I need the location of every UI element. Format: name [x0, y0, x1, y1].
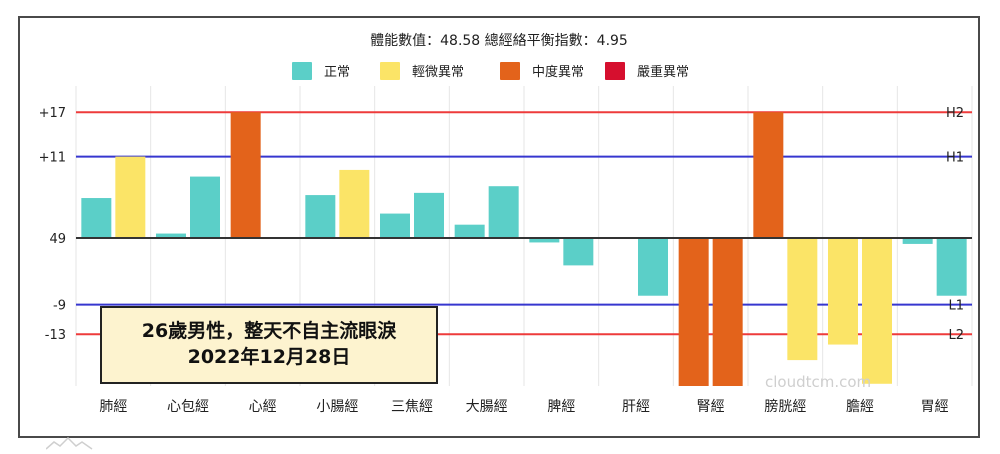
x-axis-ticks: 肺經 心包經 心經 小腸經 三焦經 大腸經 脾經 肝經 腎經 膀胱經 膽經 胃經 — [99, 398, 948, 415]
x-tick-label-7: 肝經 — [622, 399, 650, 415]
chart-svg: 體能數值：48.58 總經絡平衡指數：4.95 正常 輕微異常 中度異常 嚴重異常 H… — [39, 32, 973, 415]
x-tick-label-1: 心包經 — [167, 399, 209, 415]
bar-left-9 — [753, 112, 784, 238]
x-tick-label-4: 三焦經 — [391, 399, 433, 415]
legend-label-1: 輕微異常 — [412, 65, 464, 80]
y-tick-label-3: -9 — [53, 299, 66, 314]
bar-right-8 — [712, 238, 743, 386]
x-tick-label-5: 大腸經 — [466, 399, 508, 415]
reference-label-l1: L1 — [948, 299, 964, 314]
bar-right-5 — [488, 186, 519, 238]
bar-right-4 — [414, 192, 444, 238]
mountain-logo-icon — [46, 436, 93, 450]
bar-right-11 — [936, 238, 967, 296]
reference-lines: H2 H1 L1 L2 — [76, 106, 972, 343]
bar-left-4 — [380, 213, 410, 238]
bar-right-7 — [638, 238, 668, 296]
reference-label-h2: H2 — [946, 106, 964, 121]
bar-right-0 — [115, 156, 146, 238]
bar-left-10 — [828, 238, 858, 345]
reference-label-l2: L2 — [948, 328, 964, 343]
x-tick-label-3: 小腸經 — [316, 399, 358, 415]
reference-label-h1: H1 — [946, 151, 964, 166]
bar-left-11 — [902, 238, 933, 244]
y-tick-label-0: +17 — [39, 106, 66, 121]
legend-swatch-1 — [380, 62, 400, 80]
bar-left-6 — [529, 238, 560, 243]
x-tick-label-2: 心經 — [249, 399, 277, 415]
annotation-line-2: 2022年12月28日 — [187, 346, 351, 368]
bars — [81, 112, 967, 386]
x-tick-label-9: 膀胱經 — [764, 398, 806, 415]
bar-right-9 — [787, 238, 818, 361]
x-tick-label-11: 胃經 — [921, 399, 949, 415]
grid — [75, 86, 973, 386]
bar-left-3 — [305, 195, 336, 238]
y-tick-label-2: 49 — [49, 232, 66, 247]
legend-label-2: 中度異常 — [532, 64, 584, 80]
x-tick-label-10: 膽經 — [846, 398, 874, 415]
chart-frame: 體能數值：48.58 總經絡平衡指數：4.95 正常 輕微異常 中度異常 嚴重異常 H… — [18, 16, 980, 450]
legend-swatch-2 — [500, 62, 520, 80]
bar-right-10 — [862, 238, 892, 384]
legend: 正常 輕微異常 中度異常 嚴重異常 — [292, 62, 689, 80]
bar-left-1 — [156, 233, 186, 238]
chart-title: 體能數值：48.58 總經絡平衡指數：4.95 — [370, 32, 628, 49]
x-tick-label-0: 肺經 — [99, 399, 127, 415]
legend-swatch-0 — [292, 62, 312, 80]
bar-right-6 — [563, 238, 594, 266]
bar-left-0 — [81, 198, 112, 238]
legend-label-3: 嚴重異常 — [637, 64, 689, 80]
watermark-text: cloudtcm.com — [765, 373, 872, 391]
legend-swatch-3 — [605, 62, 625, 80]
bar-left-2 — [230, 112, 261, 238]
bar-right-1 — [190, 176, 220, 238]
bar-left-8 — [678, 238, 709, 386]
annotation-box: 26歲男性，整天不自主流眼淚 2022年12月28日 — [100, 306, 438, 384]
x-tick-label-6: 脾經 — [547, 399, 575, 415]
x-tick-label-8: 腎經 — [697, 399, 725, 415]
bar-right-3 — [339, 169, 370, 238]
y-tick-label-4: -13 — [45, 328, 66, 343]
legend-label-0: 正常 — [324, 65, 350, 80]
y-axis-ticks: +17 +11 49 -9 -13 — [39, 106, 66, 343]
annotation-line-1: 26歲男性，整天不自主流眼淚 — [141, 320, 397, 343]
y-tick-label-1: +11 — [39, 151, 66, 166]
bar-left-5 — [454, 224, 485, 238]
